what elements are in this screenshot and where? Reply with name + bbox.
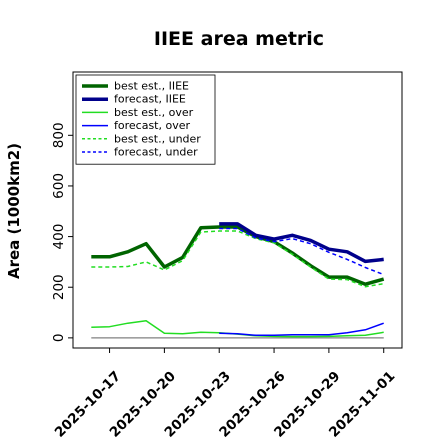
series-line-forecast-under [219, 227, 384, 276]
y-tick-label: 800 [51, 122, 67, 148]
y-tick-label: 0 [51, 334, 67, 343]
legend-box [75, 74, 216, 165]
y-tick-label: 400 [51, 224, 67, 250]
y-tick-label: 600 [51, 173, 67, 199]
legend-label-forecast-iiee: forecast, IIEE [114, 93, 186, 106]
y-axis-label: Area (1000km2) [5, 143, 23, 279]
legend-label-forecast-over: forecast, over [114, 119, 190, 132]
series-layer [91, 222, 385, 338]
series-line-forecast-over [219, 322, 384, 337]
y-tick-label: 200 [51, 274, 67, 300]
legend-label-best-est-iiee: best est., IIEE [114, 80, 189, 93]
series-line-best-est-under [91, 230, 384, 288]
legend-label-best-est-over: best est., over [114, 106, 194, 119]
chart-title: IIEE area metric [154, 28, 324, 50]
series-line-forecast-iiee [219, 222, 384, 264]
x-axis: 2025-10-172025-10-202025-10-232025-10-26… [52, 348, 398, 440]
series-line-best-est-iiee [91, 225, 385, 286]
y-axis: 0 200 400 600 800 [51, 122, 73, 342]
legend-label-forecast-under: forecast, under [114, 146, 198, 159]
legend-label-best-est-under: best est., under [114, 132, 201, 145]
